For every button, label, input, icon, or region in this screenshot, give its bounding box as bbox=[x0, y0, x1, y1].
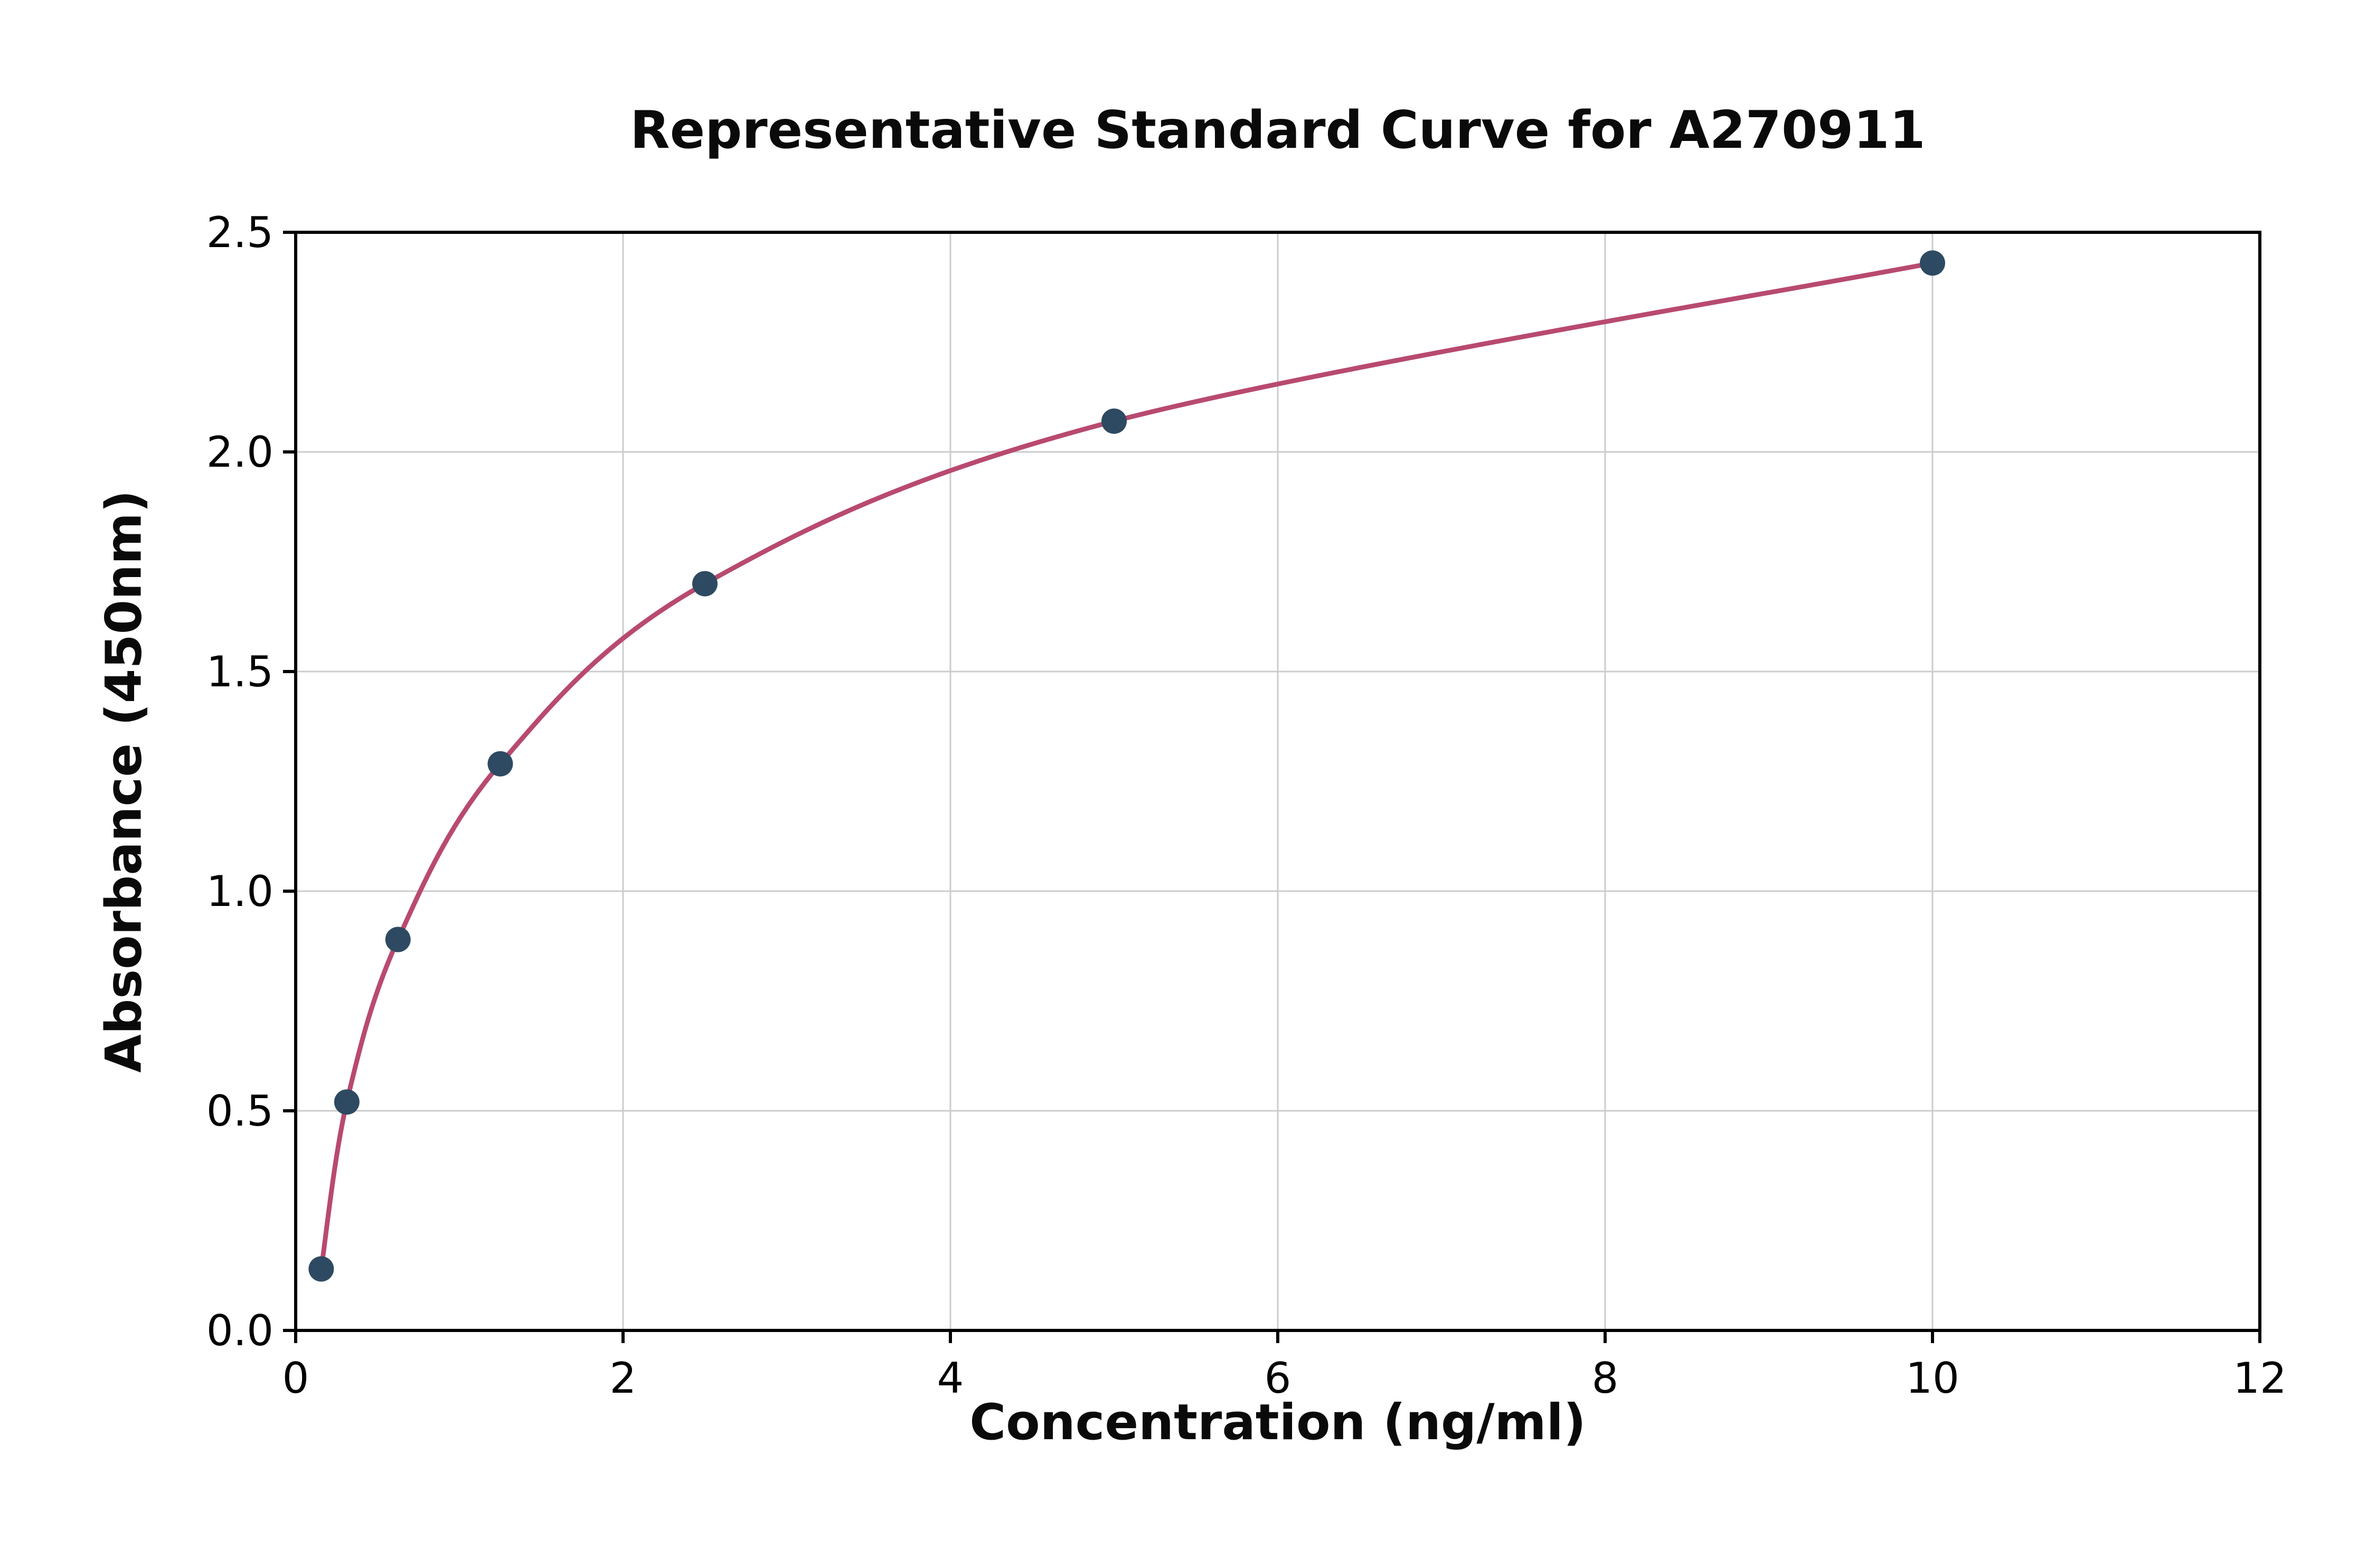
data-point-marker bbox=[1920, 250, 1945, 276]
data-point-marker bbox=[692, 571, 718, 597]
data-point-marker bbox=[385, 927, 411, 952]
x-tick-label: 0 bbox=[282, 1354, 309, 1403]
x-axis-label: Concentration (ng/ml) bbox=[969, 1394, 1586, 1451]
y-tick-label: 0.5 bbox=[206, 1087, 274, 1136]
y-tick-label: 2.0 bbox=[206, 428, 274, 477]
x-tick-label: 2 bbox=[610, 1354, 637, 1403]
x-tick-label: 12 bbox=[2233, 1354, 2287, 1403]
standard-curve-line bbox=[318, 260, 1935, 1272]
data-point-marker bbox=[334, 1089, 360, 1115]
plot-border bbox=[294, 231, 2261, 1332]
x-tick-label: 4 bbox=[937, 1354, 964, 1403]
x-tick-label: 6 bbox=[1265, 1354, 1291, 1403]
x-tick-label: 10 bbox=[1906, 1354, 1959, 1403]
y-tick-label: 2.5 bbox=[206, 208, 274, 257]
y-tick-label: 1.5 bbox=[206, 647, 274, 696]
chart-title: Representative Standard Curve for A27091… bbox=[630, 100, 1926, 160]
data-point-marker bbox=[308, 1256, 334, 1282]
data-point-marker bbox=[1101, 408, 1127, 434]
data-point-marker bbox=[487, 751, 513, 777]
y-tick-label: 0.0 bbox=[206, 1306, 274, 1355]
y-tick-label: 1.0 bbox=[206, 867, 274, 916]
x-tick-label: 8 bbox=[1592, 1354, 1619, 1403]
